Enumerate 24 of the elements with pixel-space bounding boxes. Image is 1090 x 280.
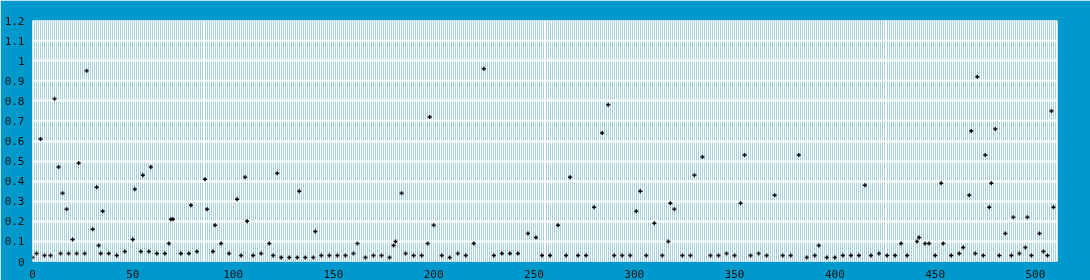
y-tick-label: 0.1 [4, 235, 25, 249]
x-tick-label: 350 [724, 267, 745, 280]
y-tick-label: 0.6 [4, 135, 25, 148]
x-tick-label: 0 [29, 267, 36, 280]
x-tick-label: 450 [925, 267, 946, 280]
y-tick-label: 0.8 [4, 94, 25, 108]
y-tick-label: 1.1 [4, 34, 25, 48]
y-tick-label: 1 [17, 54, 25, 68]
y-tick-label: 0.7 [4, 114, 25, 128]
x-tick-label: 150 [323, 267, 344, 280]
y-tick-label: 0.5 [4, 155, 25, 169]
x-tick-label: 500 [1025, 267, 1046, 280]
y-tick-label: 0.3 [4, 195, 25, 209]
x-tick-label: 100 [223, 267, 244, 280]
x-tick-label: 400 [824, 267, 845, 280]
x-tick-label: 300 [624, 267, 645, 280]
y-tick-label: 0.4 [4, 175, 25, 189]
x-tick-label: 250 [524, 267, 544, 280]
x-tick-label: 50 [126, 267, 140, 280]
y-tick-label: 0.2 [4, 215, 25, 229]
y-tick-label: 1.2 [4, 14, 25, 28]
y-tick-label: 0.9 [4, 74, 25, 88]
x-tick-label: 200 [423, 267, 444, 280]
y-tick-label: 0 [17, 255, 25, 269]
